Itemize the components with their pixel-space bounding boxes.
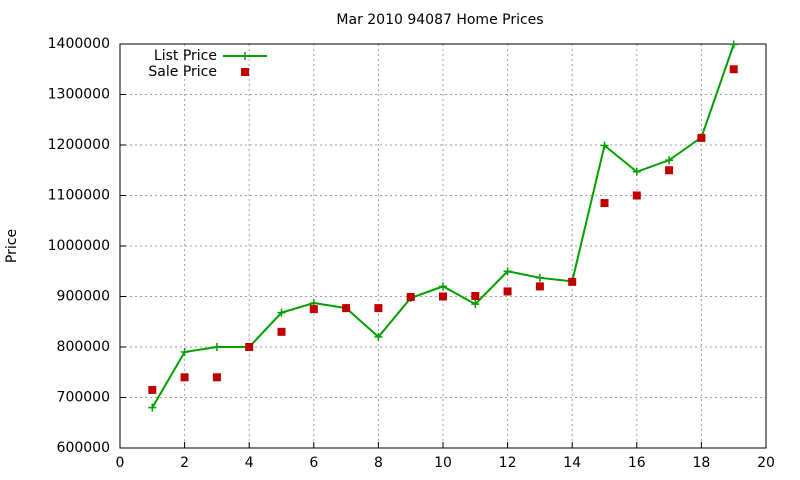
square-marker bbox=[632, 191, 641, 200]
y-tick-label: 700000 bbox=[57, 390, 110, 406]
square-marker bbox=[406, 293, 415, 302]
square-marker bbox=[342, 304, 351, 313]
plus-marker bbox=[439, 282, 447, 291]
plus-marker bbox=[535, 273, 544, 282]
legend-label: List Price bbox=[154, 48, 217, 64]
x-tick-label: 6 bbox=[309, 455, 318, 471]
square-marker bbox=[309, 305, 318, 314]
x-tick-label: 14 bbox=[563, 455, 581, 471]
plus-marker bbox=[374, 332, 383, 341]
square-marker bbox=[471, 291, 480, 300]
y-tick-label: 900000 bbox=[57, 289, 110, 305]
square-marker bbox=[697, 133, 706, 142]
x-tick-label: 2 bbox=[180, 455, 189, 471]
y-axis-label: Price bbox=[4, 229, 20, 263]
y-tick-label: 600000 bbox=[57, 440, 110, 456]
x-tick-label: 18 bbox=[692, 455, 710, 471]
x-tick-label: 10 bbox=[434, 455, 452, 471]
y-tick-label: 1100000 bbox=[48, 188, 110, 204]
plus-marker bbox=[665, 156, 674, 165]
square-marker bbox=[148, 385, 157, 394]
legend-marker bbox=[241, 52, 249, 60]
x-tick-label: 12 bbox=[499, 455, 517, 471]
x-tick-label: 16 bbox=[628, 455, 646, 471]
legend-label: Sale Price bbox=[148, 64, 217, 80]
square-marker bbox=[439, 292, 447, 301]
chart-title: Mar 2010 94087 Home Prices bbox=[336, 12, 543, 28]
series-line bbox=[151, 44, 735, 409]
square-marker bbox=[180, 373, 189, 382]
square-marker bbox=[277, 327, 286, 336]
legend-marker bbox=[241, 68, 249, 76]
plus-marker bbox=[212, 343, 221, 351]
plus-marker bbox=[277, 308, 286, 317]
square-marker bbox=[374, 304, 383, 313]
plus-marker bbox=[148, 403, 157, 412]
y-tick-label: 1000000 bbox=[48, 238, 110, 254]
plus-marker bbox=[180, 348, 189, 357]
y-tick-label: 1400000 bbox=[48, 36, 110, 52]
x-tick-label: 0 bbox=[116, 455, 125, 471]
square-marker bbox=[600, 199, 609, 208]
x-tick-label: 8 bbox=[374, 455, 383, 471]
square-marker bbox=[665, 166, 674, 175]
x-tick-label: 20 bbox=[757, 455, 775, 471]
plus-marker bbox=[729, 40, 738, 49]
plot-border bbox=[119, 43, 767, 449]
x-tick-label: 4 bbox=[245, 455, 254, 471]
plus-marker bbox=[503, 267, 512, 276]
y-tick-label: 1200000 bbox=[48, 137, 110, 153]
y-tick-label: 800000 bbox=[57, 339, 110, 355]
square-marker bbox=[245, 343, 254, 351]
y-tick-label: 1300000 bbox=[48, 87, 110, 103]
plus-marker bbox=[600, 141, 609, 150]
plus-marker bbox=[632, 167, 641, 176]
square-marker bbox=[212, 373, 221, 382]
square-marker bbox=[729, 65, 738, 74]
plus-marker bbox=[471, 300, 480, 309]
square-marker bbox=[568, 277, 577, 286]
square-marker bbox=[503, 287, 512, 296]
square-marker bbox=[535, 282, 544, 291]
